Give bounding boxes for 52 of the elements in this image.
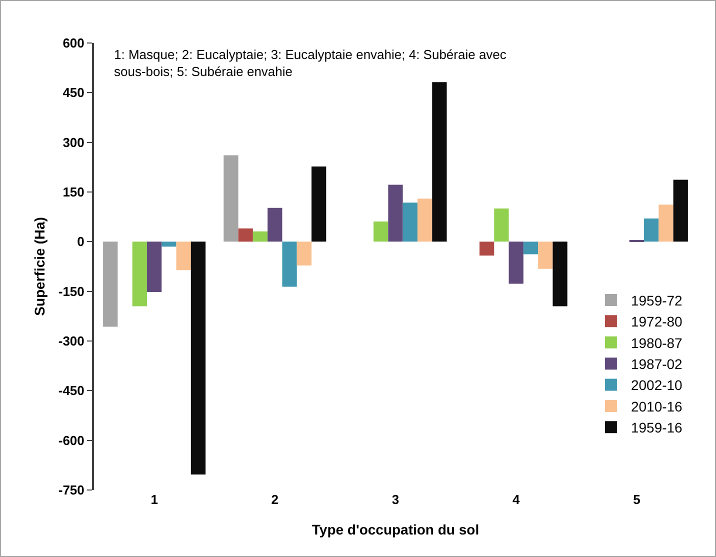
legend-label: 1972-80 bbox=[630, 314, 683, 330]
bar bbox=[432, 82, 447, 242]
bar bbox=[238, 228, 253, 242]
bar bbox=[538, 242, 553, 269]
y-tick-label: 0 bbox=[77, 234, 84, 250]
bar bbox=[673, 180, 688, 242]
legend-label: 1987-02 bbox=[630, 356, 683, 372]
legend-label: 1980-87 bbox=[630, 334, 683, 351]
bar bbox=[523, 242, 538, 254]
bar bbox=[388, 184, 403, 242]
bar bbox=[374, 221, 388, 242]
x-tick-label: 2 bbox=[271, 492, 279, 507]
bar bbox=[132, 242, 147, 306]
bar bbox=[103, 242, 118, 327]
bar bbox=[508, 242, 524, 284]
legend-label: 2002-10 bbox=[630, 377, 683, 394]
bar bbox=[282, 242, 297, 287]
bar bbox=[402, 202, 418, 242]
bar bbox=[644, 218, 659, 242]
y-tick-label: 150 bbox=[62, 184, 84, 200]
legend-label: 2010-16 bbox=[630, 398, 683, 414]
bar bbox=[224, 155, 238, 242]
y-tick-label: 600 bbox=[62, 36, 84, 51]
x-axis-title: Type d'occupation du sol bbox=[312, 521, 480, 538]
legend-label: 1959-16 bbox=[630, 420, 683, 436]
bar bbox=[552, 242, 568, 306]
annotation: 1: Masque; 2: Eucalyptaie; 3: Eucalyptaie envahie; 4: Subéraie avec sous-bois; 5: Subéraie envahie bbox=[114, 47, 507, 79]
y-tick-label: -750 bbox=[58, 482, 84, 498]
bar bbox=[296, 242, 312, 266]
y-tick-label: 300 bbox=[62, 134, 84, 150]
bar bbox=[190, 242, 206, 474]
y-tick-label: -600 bbox=[58, 432, 84, 448]
bar bbox=[162, 242, 176, 247]
legend-label: 1959-72 bbox=[630, 292, 683, 308]
y-tick-label: 450 bbox=[62, 85, 84, 100]
x-tick-label: 4 bbox=[512, 492, 520, 507]
bar bbox=[494, 208, 509, 242]
y-tick-label: -150 bbox=[58, 284, 84, 299]
bar bbox=[176, 242, 191, 270]
bar bbox=[252, 231, 268, 242]
bar bbox=[417, 198, 432, 242]
bar bbox=[146, 242, 162, 292]
bar bbox=[312, 166, 326, 242]
bar bbox=[479, 242, 494, 256]
bar bbox=[658, 204, 674, 242]
bar bbox=[268, 208, 282, 242]
x-tick-label: 5 bbox=[633, 492, 640, 507]
x-tick-label: 1 bbox=[150, 492, 158, 507]
y-axis-title: Superficie (Ha) bbox=[31, 217, 48, 316]
x-tick-label: 3 bbox=[392, 492, 400, 507]
y-tick-label: -450 bbox=[58, 383, 84, 398]
y-tick-label: -300 bbox=[58, 334, 84, 349]
